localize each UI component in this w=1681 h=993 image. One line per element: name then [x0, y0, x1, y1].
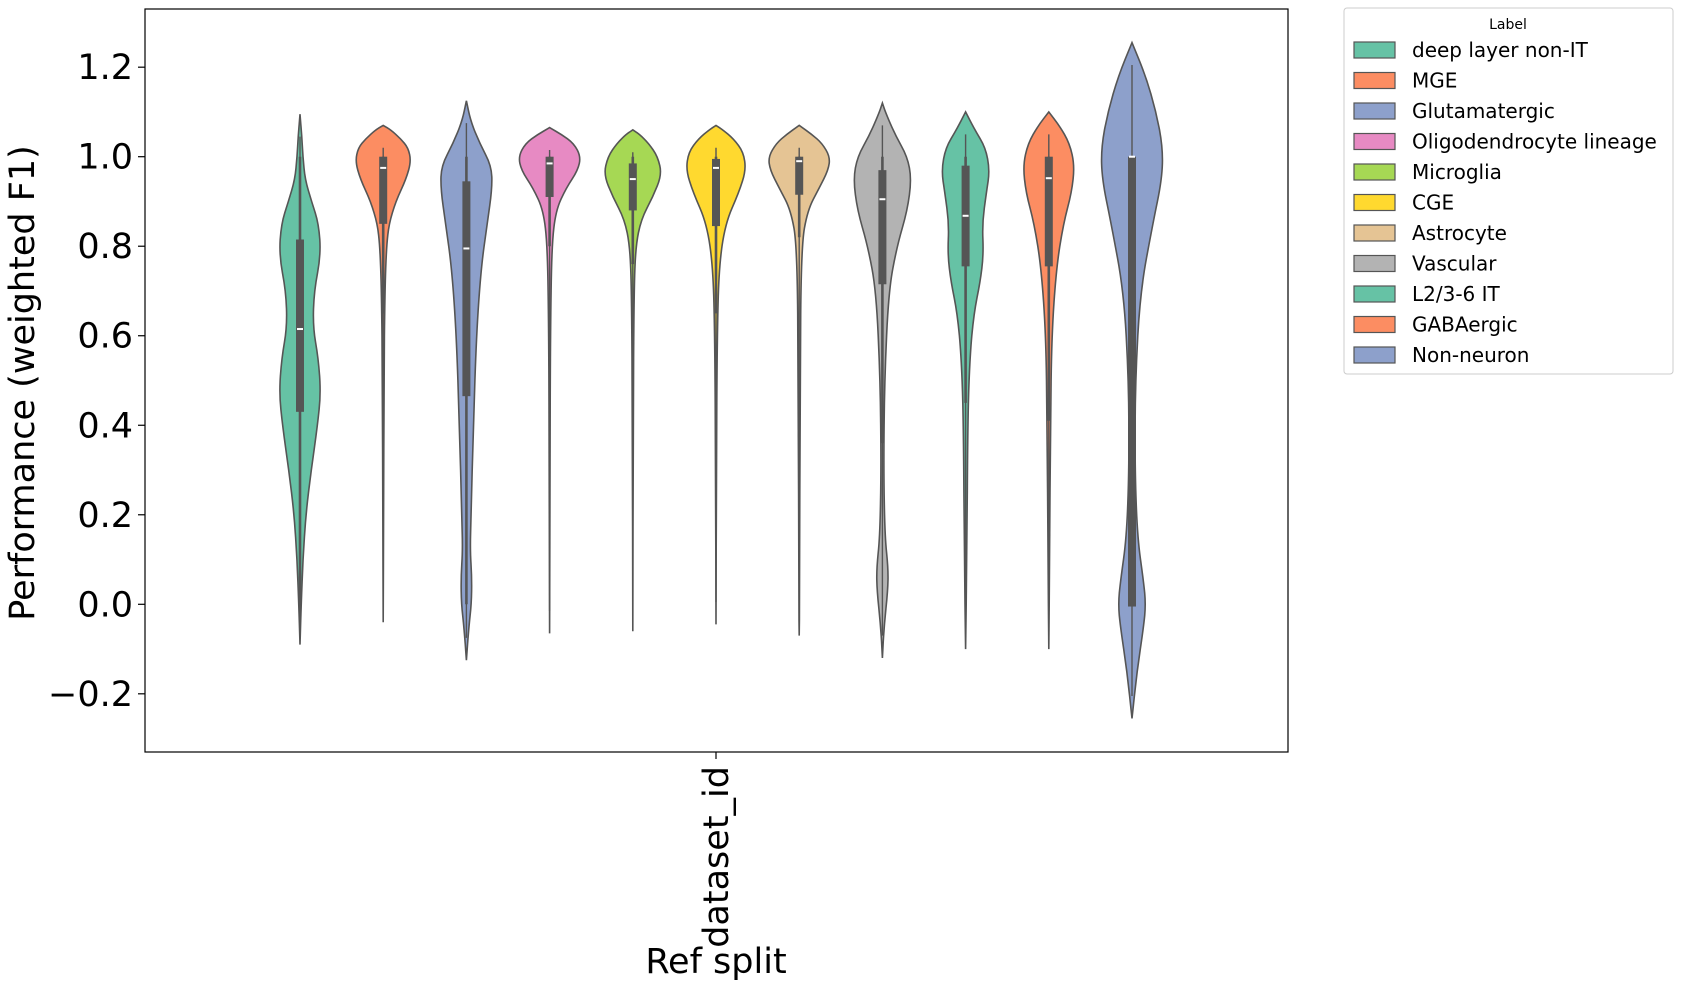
y-tick-label-6: 1.0	[77, 138, 133, 178]
legend-swatch-9	[1353, 285, 1396, 303]
y-tick-label-7: 1.2	[77, 48, 133, 88]
violin-2-iqr-box	[379, 156, 388, 224]
y-tick-label-4: 0.6	[77, 317, 133, 357]
legend-label-4: Oligodendrocyte lineage	[1412, 130, 1657, 154]
legend-label-3: Glutamatergic	[1412, 99, 1555, 123]
violin-5-iqr-box	[628, 163, 637, 211]
legend-label-8: Vascular	[1412, 252, 1497, 276]
legend-label-6: CGE	[1412, 191, 1454, 215]
axes: Performance (weighted F1) Ref split −0.2…	[3, 8, 1289, 982]
legend: Label deep layer non-IT MGE Glutamatergic O…	[1343, 7, 1674, 375]
legend-swatch-7	[1353, 224, 1396, 242]
legend-swatch-10	[1353, 315, 1396, 334]
violin-7-iqr-box	[795, 156, 804, 195]
legend-label-5: Microglia	[1412, 160, 1502, 184]
legend-swatch-3	[1353, 102, 1396, 120]
violin-10-iqr-box	[1044, 156, 1053, 267]
violin-8-iqr-box	[878, 170, 887, 285]
legend-label-11: Non-neuron	[1412, 343, 1529, 367]
legend-swatch-6	[1353, 193, 1396, 212]
legend-swatch-11	[1353, 346, 1396, 364]
legend-swatch-1	[1353, 41, 1396, 59]
y-tick-label-3: 0.4	[77, 406, 133, 446]
violin-11-iqr-box	[1128, 156, 1136, 607]
y-tick-label-0: −0.2	[48, 675, 133, 715]
violin-1-iqr-box	[296, 239, 304, 412]
violin-4-iqr-box	[545, 156, 554, 197]
x-tick-label-0: dataset_id	[697, 766, 737, 948]
violin-6-iqr-box	[712, 158, 720, 227]
legend-swatch-2	[1353, 71, 1396, 90]
legend-title: Label	[1489, 17, 1527, 33]
violin-3-iqr-box	[462, 181, 471, 397]
legend-label-7: Astrocyte	[1412, 221, 1507, 245]
legend-label-1: deep layer non-IT	[1412, 38, 1589, 62]
legend-label-9: L2/3-6 IT	[1412, 282, 1501, 306]
y-tick-label-2: 0.2	[77, 496, 133, 536]
plot-area	[279, 40, 1164, 719]
y-tick-label-1: 0.0	[77, 585, 133, 625]
legend-label-2: MGE	[1412, 69, 1457, 93]
legend-frame	[1343, 7, 1674, 375]
x-axis-label: Ref split	[645, 942, 786, 982]
legend-swatch-8	[1353, 254, 1396, 273]
legend-swatch-4	[1353, 132, 1396, 151]
legend-swatch-5	[1353, 163, 1396, 181]
legend-label-10: GABAergic	[1412, 313, 1518, 337]
y-axis-label: Performance (weighted F1)	[3, 145, 43, 621]
y-tick-label-5: 0.8	[77, 227, 133, 267]
